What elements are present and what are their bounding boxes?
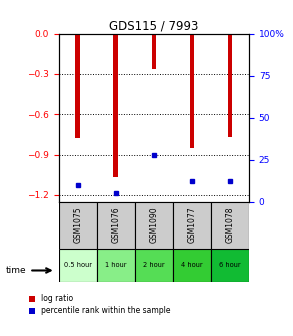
- Bar: [190, 34, 194, 148]
- Text: 0.5 hour: 0.5 hour: [64, 262, 92, 268]
- Text: 1 hour: 1 hour: [105, 262, 127, 268]
- Bar: [211, 202, 249, 249]
- Text: time: time: [6, 266, 26, 275]
- Legend: log ratio, percentile rank within the sample: log ratio, percentile rank within the sa…: [27, 293, 172, 317]
- Bar: [113, 34, 118, 177]
- Bar: [97, 249, 135, 282]
- Bar: [211, 249, 249, 282]
- Bar: [59, 202, 97, 249]
- Bar: [97, 202, 135, 249]
- Bar: [173, 249, 211, 282]
- Text: GSM1076: GSM1076: [111, 207, 120, 244]
- Bar: [135, 202, 173, 249]
- Bar: [75, 34, 80, 138]
- Text: 4 hour: 4 hour: [181, 262, 203, 268]
- Text: GSM1075: GSM1075: [73, 207, 82, 244]
- Text: GSM1077: GSM1077: [188, 207, 196, 244]
- Bar: [173, 202, 211, 249]
- Text: GSM1090: GSM1090: [149, 207, 158, 244]
- Bar: [59, 249, 97, 282]
- Text: GSM1078: GSM1078: [226, 207, 234, 243]
- Bar: [151, 34, 156, 69]
- Text: 6 hour: 6 hour: [219, 262, 241, 268]
- Text: 2 hour: 2 hour: [143, 262, 165, 268]
- Title: GDS115 / 7993: GDS115 / 7993: [109, 19, 199, 33]
- Bar: [135, 249, 173, 282]
- Bar: [228, 34, 232, 137]
